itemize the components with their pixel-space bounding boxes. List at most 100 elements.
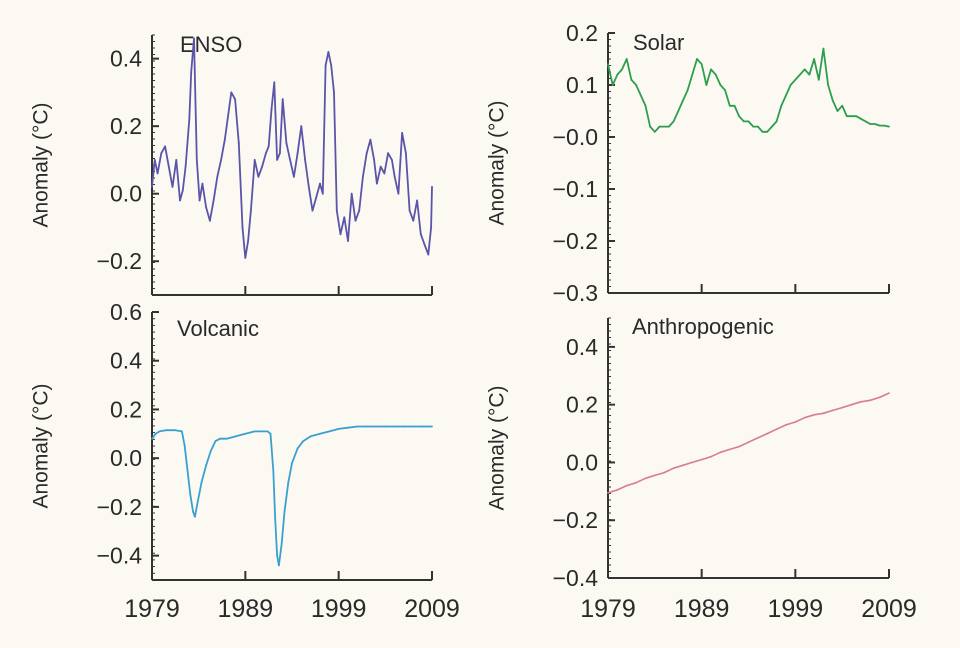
enso-data-point [179,199,181,202]
anthropogenic-data-point [888,392,890,394]
solar-data-point [874,123,876,125]
solar-data-point [686,89,689,92]
enso-data-point [253,159,256,161]
volcanic-data-point [337,428,340,430]
volcanic-data-point [205,464,208,467]
enso-data-point [209,219,211,222]
volcanic-x-tick-label: 1979 [124,595,180,623]
enso-data-point [379,165,382,168]
enso-data-point [270,108,273,111]
enso-data-point [350,192,353,195]
enso-y-axis-label: Anomaly (°C) [30,102,53,227]
enso-data-point [427,253,430,256]
volcanic-data-point [181,430,183,433]
volcanic-x-tick-label: 1999 [311,595,367,623]
anthropogenic-x-tick-label: 1979 [580,595,636,623]
enso-data-point [220,159,223,161]
anthropogenic-title: Anthropogenic [632,314,774,339]
solar-data-point [831,99,834,102]
solar-data-point [855,115,858,118]
solar-data-point [803,68,806,71]
solar-data-point [869,123,872,125]
anthropogenic-data-point [757,437,759,439]
anthropogenic-data-point [700,458,703,461]
enso-data-point [431,186,433,188]
enso-data-point [156,172,159,175]
anthropogenic-data-point [803,416,806,419]
enso-data-point [315,196,318,199]
anthropogenic-data-point [719,451,722,454]
enso-data-point [319,182,321,185]
solar-data-point [625,58,628,60]
enso-data-point [234,98,237,101]
solar-series-line [607,47,890,133]
enso-data-point [257,175,260,178]
volcanic-data-point [263,430,265,433]
enso-data-point [430,226,432,229]
solar-data-point [747,120,750,123]
enso-data-point [405,152,407,155]
volcanic-y-axis-label: Anomaly (°C) [30,383,53,508]
solar-data-point [653,130,656,133]
enso-data-point [343,216,346,219]
volcanic-data-point [403,425,405,428]
solar-data-point [644,104,647,107]
anthropogenic-y-tick-label: 0.2 [566,392,598,418]
anthropogenic-data-point [672,467,675,470]
enso-y-tick-label: −0.2 [97,248,142,274]
enso-data-point [393,175,396,178]
solar-data-point [785,94,787,97]
volcanic-data-point [266,430,269,433]
enso-data-point [333,91,335,94]
volcanic-data-point [431,425,433,428]
solar-data-point [780,104,783,107]
enso-data-point [193,37,195,40]
enso-data-point [223,138,226,141]
anthropogenic-data-point [644,477,647,480]
solar-data-point [752,125,755,128]
volcanic-data-point [244,432,247,435]
enso-data-point [241,226,244,229]
solar-data-point [822,47,825,50]
solar-data-point [677,110,680,112]
volcanic-data-point [375,425,377,428]
solar-y-tick-label: −0.2 [553,228,598,254]
anthropogenic-y-tick-label: 0.0 [566,449,598,475]
volcanic-data-point [302,440,305,442]
anthropogenic-y-tick-label: −0.2 [553,507,598,533]
volcanic-data-point [319,432,321,435]
enso-data-point [198,199,201,202]
volcanic-data-point [253,430,256,433]
anthropogenic-data-point [794,421,797,423]
enso-data-point [201,182,204,185]
enso-data-point [376,182,378,185]
solar-y-axis-label: Anomaly (°C) [486,100,509,225]
enso-data-point [362,175,364,178]
volcanic-y-tick-label: 0.6 [110,299,142,325]
enso-data-point [383,172,386,175]
enso-data-point [205,206,208,209]
enso-data-point [293,175,295,178]
anthropogenic-x-tick-label: 2009 [861,595,917,623]
anthropogenic-data-point [813,413,815,416]
enso-series-line [151,37,433,259]
solar-data-point [841,104,844,107]
anthropogenic-data-point [691,461,694,464]
enso-title: ENSO [180,32,242,57]
enso-data-point [247,240,250,242]
volcanic-data-point [174,429,177,432]
solar-data-point [766,130,769,133]
volcanic-data-point [291,462,293,464]
enso-data-point [412,219,415,222]
solar-data-point [794,78,797,81]
volcanic-data-point [283,510,286,513]
enso-data-point [358,209,361,212]
panel-solar: 0.2 0.1 −0.0 −0.1 −0.2 −0.3 Anomaly (°C) Solar [486,20,890,306]
anthropogenic-data-point [860,400,862,403]
volcanic-data-point [165,429,167,432]
enso-data-point [265,152,267,155]
enso-data-point [307,186,310,188]
enso-data-point [171,186,174,188]
solar-data-point [719,84,722,86]
